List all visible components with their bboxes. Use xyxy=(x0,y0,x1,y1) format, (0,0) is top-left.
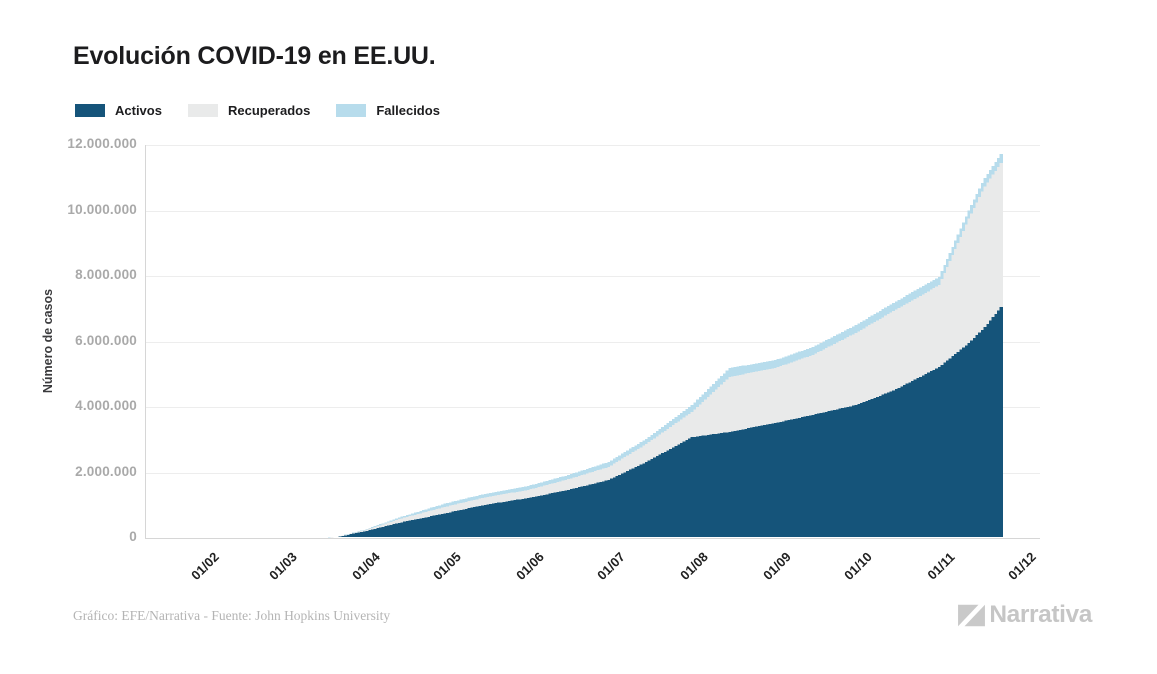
legend-swatch-fallecidos xyxy=(336,104,367,117)
legend-label-fallecidos: Fallecidos xyxy=(376,103,440,118)
y-tick-label: 2.000.000 xyxy=(75,463,137,479)
chart-legend: Activos Recuperados Fallecidos xyxy=(75,103,440,118)
y-tick-label: 4.000.000 xyxy=(75,398,137,413)
chart-credit: Gráfico: EFE/Narrativa - Fuente: John Ho… xyxy=(73,608,391,623)
narrativa-logo: Narrativa xyxy=(957,601,1092,629)
y-tick-label: 8.000.000 xyxy=(75,267,137,282)
legend-item-activos: Activos xyxy=(75,103,162,118)
y-tick-label: 12.000.000 xyxy=(67,136,137,151)
y-tick-label: 6.000.000 xyxy=(75,332,137,348)
page-title: Evolución COVID-19 en EE.UU. xyxy=(73,42,436,70)
legend-swatch-activos xyxy=(75,104,105,117)
legend-label-activos: Activos xyxy=(115,103,162,118)
legend-item-fallecidos: Fallecidos xyxy=(336,103,440,118)
legend-label-recuperados: Recuperados xyxy=(227,103,311,118)
legend-item-recuperados: Recuperados xyxy=(187,103,311,118)
legend-swatch-recuperados xyxy=(187,104,218,117)
narrativa-logo-icon xyxy=(958,604,986,626)
narrativa-logo-text: Narrativa xyxy=(989,601,1092,628)
y-tick-label: 10.000.000 xyxy=(67,201,137,217)
y-tick-label: 0 xyxy=(129,529,137,544)
